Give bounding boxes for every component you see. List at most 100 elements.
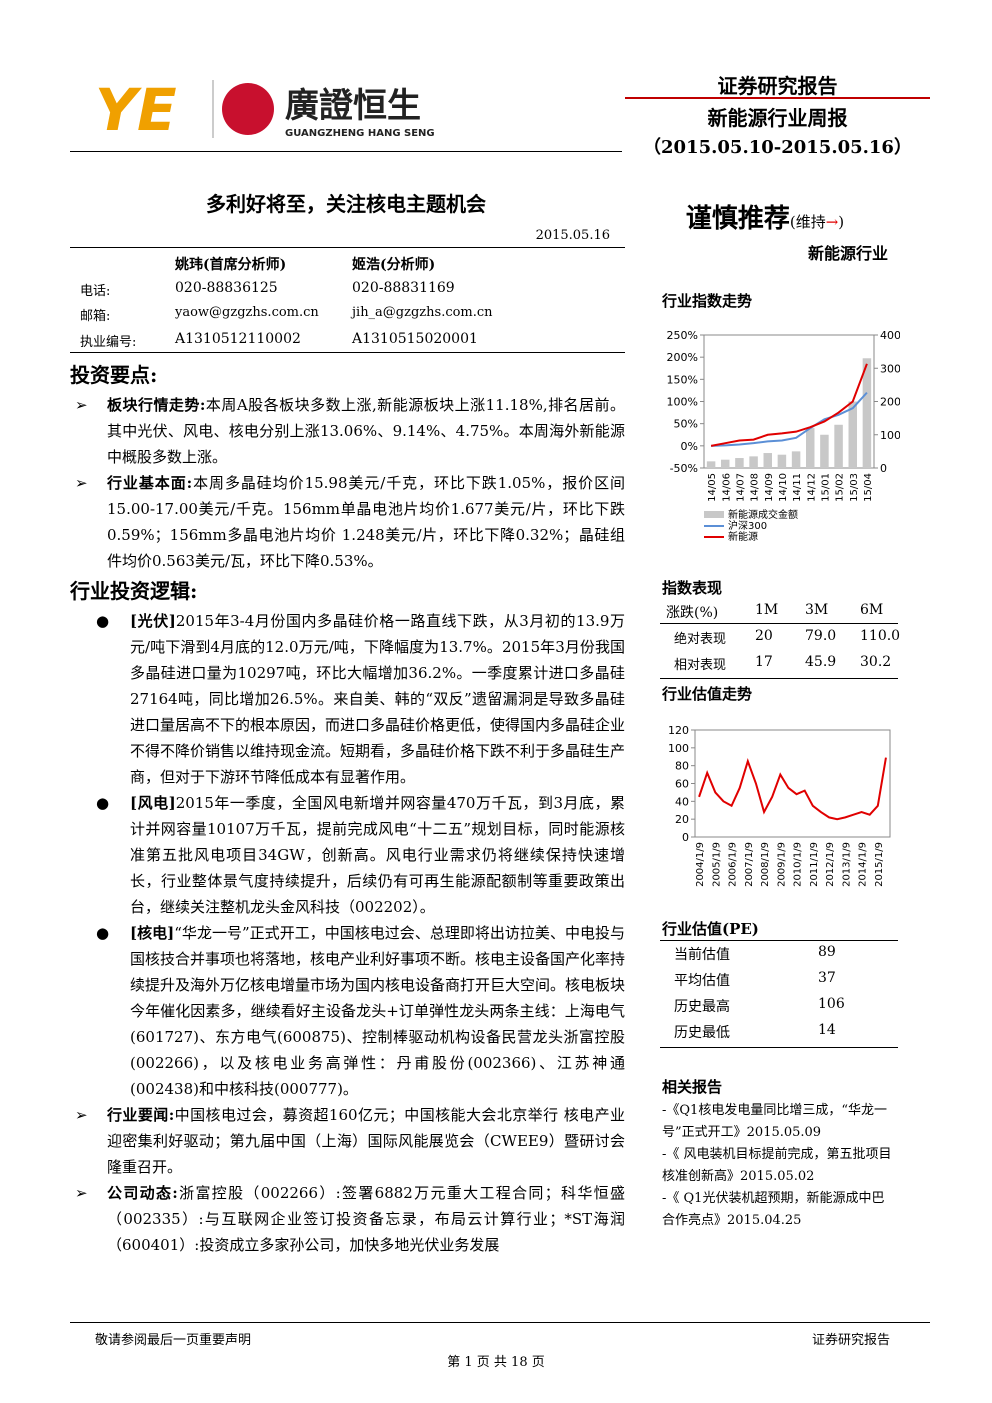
table-cell: 37 xyxy=(818,970,836,986)
rating: 谨慎推荐(维持→) xyxy=(640,198,890,235)
x-tick-label: 14/07 xyxy=(735,473,746,502)
related-list: -《Q1核电发电量同比增三成，“华龙一号”正式开工》2015.05.09 -《 … xyxy=(662,1100,894,1232)
x-tick-label: 2010/1/9 xyxy=(793,842,804,887)
rating-text: 谨慎推荐 xyxy=(685,204,790,234)
bar xyxy=(848,401,857,468)
point: ➢ 行业基本面:本周多晶硅均价15.98美元/千克，环比下跌1.05%，报价区间1… xyxy=(75,474,625,570)
table-header: 涨跌(%) xyxy=(666,605,719,621)
point-lead: 公司动态: xyxy=(107,1184,178,1202)
x-tick-label: 14/06 xyxy=(721,473,732,502)
chart-title: 行业指数走势 xyxy=(662,292,753,310)
point: ➢ 板块行情走势:本周A股各板块多数上涨,新能源板块上涨11.18%,排名居前。其… xyxy=(75,396,625,466)
series-line xyxy=(710,363,868,447)
logic-item: ● [光伏]2015年3-4月份国内多晶硅价格一路直线下跌，从3月初的13.9万元… xyxy=(96,612,625,786)
bar xyxy=(706,461,716,468)
field-value: A1310512110002 xyxy=(175,331,301,347)
y2-tick-label: 100 xyxy=(880,429,900,442)
table-cell: 89 xyxy=(818,944,836,960)
field-label: 电话: xyxy=(80,284,111,299)
y2-tick-label: 0 xyxy=(880,462,887,475)
bar xyxy=(806,428,815,468)
bar xyxy=(777,454,787,468)
table-cell: 110.0 xyxy=(860,628,901,644)
related-title: 相关报告 xyxy=(662,1078,723,1096)
analyst-name: 姬浩(分析师) xyxy=(352,257,436,273)
rating-status: (维持 xyxy=(789,213,826,231)
legend-label: 沪深300 xyxy=(728,519,767,532)
point-lead: 行业基本面: xyxy=(107,474,193,492)
logo-en: GUANGZHENG HANG SENG xyxy=(285,128,435,139)
bar xyxy=(721,459,730,468)
section-heading: 投资要点: xyxy=(70,363,158,387)
x-tick-label: 2014/1/9 xyxy=(858,842,869,887)
logo-text: 廣證恒生 xyxy=(285,86,421,126)
y2-tick-label: 400 xyxy=(880,329,900,342)
table-cell: 历史最低 xyxy=(674,1025,730,1041)
table-rule xyxy=(660,1047,898,1048)
rating-arrow: → xyxy=(825,213,839,231)
logo: YE 廣證恒生 GUANGZHENG HANG SENG xyxy=(95,76,435,144)
point-body: 中国核电过会，募资超160亿元；中国核能大会北京举行 核电产业迎密集利好驱动；第… xyxy=(107,1106,625,1176)
y-tick-label: 60 xyxy=(675,778,689,791)
table-header: 6M xyxy=(860,602,884,618)
x-tick-label: 2015/1/9 xyxy=(874,842,885,887)
table-title: 行业估值(PE) xyxy=(662,920,759,938)
pe-table: 当前估值 89 平均估值 37 历史最高 106 历史最低 14 xyxy=(660,940,898,1050)
performance-table: 涨跌(%) 1M 3M 6M 绝对表现 20 79.0 110.0 相对表现 17 45.9 30.2 xyxy=(660,598,901,680)
table-title: 指数表现 xyxy=(662,579,723,597)
footer-note: 敬请参阅最后一页重要声明 xyxy=(95,1333,252,1348)
x-tick-label: 15/02 xyxy=(835,473,846,502)
bar xyxy=(820,434,829,468)
y-tick-label: 200% xyxy=(667,351,698,364)
body-text: 投资要点: ➢ 板块行情走势:本周A股各板块多数上涨,新能源板块上涨11.18%,… xyxy=(70,358,625,1322)
x-tick-label: 14/05 xyxy=(707,473,718,502)
point-lead: 行业要闻: xyxy=(107,1106,175,1124)
field-label: 执业编号: xyxy=(80,335,137,350)
logic-tag: [光伏] xyxy=(130,612,176,630)
field-value: 020-88831169 xyxy=(352,280,455,296)
x-tick-label: 2006/1/9 xyxy=(728,842,739,887)
x-tick-label: 15/03 xyxy=(849,473,860,502)
point-body: 本周多晶硅均价15.98美元/千克，环比下跌1.05%，报价区间15.00-17… xyxy=(107,474,625,570)
x-tick-label: 2009/1/9 xyxy=(776,842,787,887)
table-cell: 平均估值 xyxy=(674,973,730,989)
x-tick-label: 2004/1/9 xyxy=(695,842,706,887)
y-tick-label: 0% xyxy=(681,440,698,453)
point-lead: 板块行情走势: xyxy=(107,396,206,414)
x-tick-label: 2013/1/9 xyxy=(841,842,852,887)
bar xyxy=(791,451,801,468)
table-rule xyxy=(660,940,898,941)
logic-item: ● [风电]2015年一季度，全国风电新增并网容量470万千瓦，到3月底，累计并网… xyxy=(96,794,625,916)
x-tick-label: 15/01 xyxy=(820,473,831,502)
x-tick-label: 2005/1/9 xyxy=(711,842,722,887)
x-tick-label: 2011/1/9 xyxy=(809,842,820,887)
table-cell: 30.2 xyxy=(860,654,892,670)
table-cell: 17 xyxy=(755,654,773,670)
y-tick-label: -50% xyxy=(670,462,698,475)
doc-type: 证券研究报告 xyxy=(717,74,838,98)
table-cell: 绝对表现 xyxy=(674,632,727,647)
rule xyxy=(70,1322,930,1323)
doc-subtitle: 新能源行业周报 xyxy=(707,106,848,130)
table-cell: 14 xyxy=(818,1022,836,1038)
y-tick-label: 20 xyxy=(675,813,689,826)
x-tick-label: 14/08 xyxy=(750,473,761,502)
bar xyxy=(862,358,872,468)
logic-body: 2015年一季度，全国风电新增并网容量470万千瓦，到3月底，累计并网容量101… xyxy=(130,794,625,916)
y-tick-label: 250% xyxy=(667,329,698,342)
table-rule xyxy=(660,623,898,624)
page-number: 第 1 页 共 18 页 xyxy=(447,1355,545,1370)
y-tick-label: 120 xyxy=(668,724,689,737)
table-cell: 相对表现 xyxy=(674,658,727,673)
industry: 新能源行业 xyxy=(807,244,888,263)
bar xyxy=(834,424,843,468)
series-line xyxy=(711,391,868,447)
section-heading: 行业投资逻辑: xyxy=(70,579,198,603)
related-item: -《 风电装机目标提前完成，第五批项目核准创新高》2015.05.02 xyxy=(662,1147,892,1184)
rule xyxy=(70,352,625,353)
related-item: -《Q1核电发电量同比增三成，“华龙一号”正式开工》2015.05.09 xyxy=(662,1103,887,1140)
field-value: jih_a@gzgzhs.com.cn xyxy=(352,305,493,320)
plot-frame xyxy=(694,729,891,838)
field-value: 020-88836125 xyxy=(175,280,278,296)
